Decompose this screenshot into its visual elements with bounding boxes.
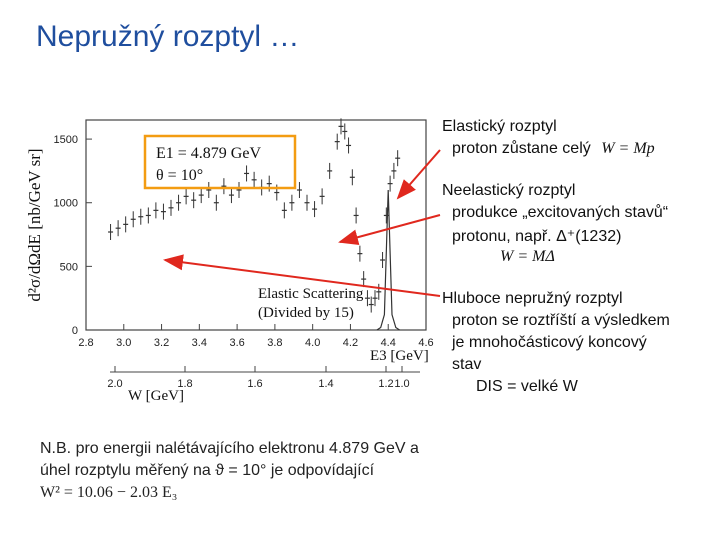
x-tick-label: 3.0 [116, 337, 131, 349]
elastic-label-1: Elastic Scattering [258, 286, 364, 302]
dis-desc1: proton se roztříští a výsledkem [452, 312, 670, 329]
x-tick-label: 3.4 [192, 337, 207, 349]
dis-desc2: je mnohočásticový koncový [452, 334, 647, 351]
x-tick-label: 3.8 [267, 337, 282, 349]
arrow-inelastic [338, 214, 441, 246]
x-axis-label: E3 [GeV] [370, 348, 429, 364]
elastic-desc: proton zůstane celý W = Mp [452, 140, 655, 158]
y-tick-label: 1500 [54, 134, 78, 146]
inelastic-desc2: protonu, např. Δ⁺(1232) [452, 228, 622, 245]
elastic-title: Elastický rozptyl [442, 118, 557, 135]
footnote-line1: N.B. pro energii nalétávajícího elektron… [40, 440, 419, 457]
elastic-formula: W = Mp [601, 140, 655, 157]
x-tick-label: 4.2 [343, 337, 358, 349]
x-tick-label: 3.6 [229, 337, 244, 349]
parameter-angle: θ = 10° [156, 167, 203, 184]
x-tick-label: 4.6 [418, 337, 433, 349]
w-tick-label: 2.0 [107, 378, 122, 390]
y-axis-label: d²σ/dΩdE [nb/GeV sr] [25, 148, 44, 301]
x-tick-label: 4.0 [305, 337, 320, 349]
dis-formula: DIS = velké W [476, 378, 578, 395]
y-tick-label: 0 [72, 325, 78, 337]
inelastic-formula: W = MΔ [500, 248, 555, 265]
footnote-line2: úhel rozptylu měřený na ϑ = 10° je odpov… [40, 462, 375, 479]
w-axis-label: W [GeV] [128, 388, 184, 404]
parameter-box [143, 134, 297, 190]
arrow-elastic-scattering [163, 254, 441, 297]
x-tick-label: 2.8 [78, 337, 93, 349]
plot-frame [85, 119, 427, 331]
dis-desc3: stav [452, 356, 482, 373]
arrow-elastic [396, 149, 441, 200]
w-tick-label: 1.6 [247, 378, 262, 390]
y-tick-label: 1000 [54, 198, 78, 210]
dis-title: Hluboce nepružný rozptyl [442, 290, 623, 307]
page-title: Nepružný rozptyl … [36, 20, 300, 53]
footnote-line3: W² = 10.06 − 2.03 E₃ [40, 484, 178, 501]
elastic-desc-text: proton zůstane celý [452, 140, 591, 157]
inelastic-title: Neelastický rozptyl [442, 182, 576, 199]
x-tick-label: 3.2 [154, 337, 169, 349]
w-tick-label: 1.2 [378, 378, 393, 390]
w-tick-label: 1.4 [318, 378, 333, 390]
footnote: N.B. pro energii nalétávajícího elektron… [40, 438, 419, 504]
y-tick-label: 500 [60, 261, 78, 273]
w-tick-label: 1.8 [177, 378, 192, 390]
inelastic-desc1: produkce „excitovaných stavů“ [452, 204, 669, 221]
parameter-energy: E1 = 4.879 GeV [156, 145, 261, 162]
elastic-peak-line [376, 189, 400, 331]
elastic-label-2: (Divided by 15) [258, 305, 354, 321]
w-tick-label: 1.0 [394, 378, 409, 390]
x-tick-label: 4.4 [381, 337, 396, 349]
